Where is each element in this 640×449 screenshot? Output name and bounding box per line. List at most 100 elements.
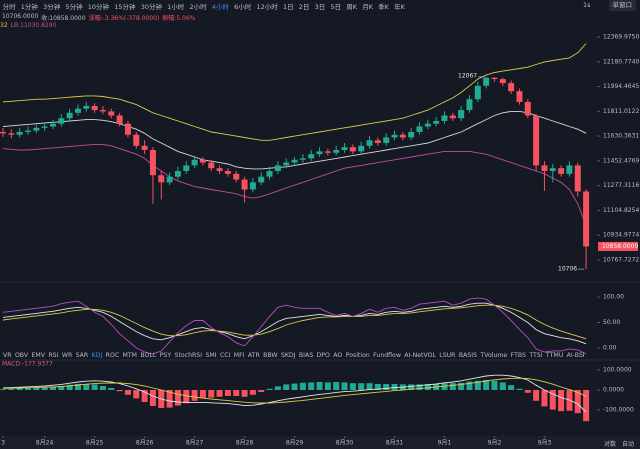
indicator-button[interactable]: OBV <box>14 352 29 359</box>
indicator-button[interactable]: BIAS <box>298 352 314 359</box>
interval-button[interactable]: 15分钟 <box>114 2 136 11</box>
candle-body <box>524 101 531 116</box>
indicator-button[interactable]: ROC <box>105 352 120 359</box>
candle-body <box>374 140 381 144</box>
macd-bar <box>291 383 298 390</box>
candle-body <box>433 120 440 124</box>
y-tick-label: 11104.8254 <box>603 207 639 214</box>
candle-body <box>566 165 573 174</box>
auto-mode[interactable]: 自动 <box>621 441 634 448</box>
interval-button[interactable]: 3日 <box>314 2 326 11</box>
interval-button[interactable]: 6小时 <box>234 2 252 11</box>
y-tick-label: 11452.4769 <box>603 157 639 164</box>
interval-button[interactable]: 2小时 <box>189 2 207 11</box>
macd-bar <box>83 384 90 390</box>
macd-bar <box>174 390 181 406</box>
macd-bar <box>199 390 206 399</box>
macd-bar <box>516 388 523 390</box>
candle-body <box>199 159 206 163</box>
candle-body <box>16 131 23 135</box>
interval-button[interactable]: 12小时 <box>256 2 278 11</box>
boll-period: 32 <box>0 22 8 29</box>
candle-body <box>141 145 148 150</box>
interval-button[interactable]: 分时 <box>2 2 16 11</box>
indicator-button[interactable]: MTM <box>122 352 138 359</box>
x-tick-label: 9月2 <box>488 440 502 447</box>
candle-body <box>549 168 556 172</box>
refresh-rate[interactable]: 1s <box>582 1 591 9</box>
indicator-button[interactable]: RSI <box>48 352 59 359</box>
indicator-button[interactable]: FTBS <box>510 352 526 359</box>
interval-button[interactable]: 1小时 <box>167 2 185 11</box>
window-mode[interactable]: 单窗口 <box>608 0 636 11</box>
x-tick-label: 9月3 <box>538 440 552 447</box>
macd-bar <box>324 382 331 390</box>
candle-body <box>516 91 523 102</box>
macd-bar <box>341 382 348 390</box>
macd-bar <box>249 390 256 395</box>
indicator-button[interactable]: WR <box>61 352 73 359</box>
indicator-button[interactable]: SKDJ <box>280 352 296 359</box>
interval-button[interactable]: 3分钟 <box>43 2 61 11</box>
indicator-button[interactable]: Position <box>345 352 370 359</box>
indicator-button[interactable]: AO <box>333 352 343 359</box>
y-tick-label: 100.0000 <box>603 367 632 374</box>
log-mode[interactable]: 对数 <box>603 441 616 448</box>
interval-button[interactable]: 1日 <box>282 2 294 11</box>
indicator-button[interactable]: DPO <box>316 352 330 359</box>
indicator-button[interactable]: SMI <box>205 352 217 359</box>
interval-button[interactable]: 4小时 <box>211 2 229 11</box>
indicator-button[interactable]: Fundflow <box>373 352 401 359</box>
indicator-button[interactable]: MFI <box>233 352 245 359</box>
indicator-button[interactable]: AI-NetVOL <box>404 352 436 359</box>
indicator-button[interactable]: CCI <box>219 352 231 359</box>
macd-bar <box>499 382 506 390</box>
candle-body <box>583 191 590 247</box>
macd-bar <box>141 390 148 402</box>
interval-button[interactable]: 30分钟 <box>140 2 162 11</box>
indicator-button[interactable]: VR <box>3 352 12 359</box>
macd-bar <box>366 383 373 390</box>
candle-body <box>91 105 98 111</box>
macd-bar <box>308 382 315 390</box>
indicator-button[interactable]: StochRSI <box>174 352 203 359</box>
interval-button[interactable]: 5分钟 <box>65 2 83 11</box>
x-tick-label: 3 <box>1 440 5 447</box>
macd-bar <box>533 390 540 401</box>
indicator-button[interactable]: ATR <box>247 352 260 359</box>
indicator-button[interactable]: BOLL <box>140 352 157 359</box>
y-tick-label: 11811.0122 <box>603 108 639 115</box>
interval-button[interactable]: 季K <box>378 2 389 11</box>
indicator-button[interactable]: SAR <box>75 352 89 359</box>
macd-bar <box>8 388 15 390</box>
interval-button[interactable]: 5日 <box>330 2 342 11</box>
high-annotation: 12067 <box>458 72 477 79</box>
x-tick-label: 8月31 <box>386 440 404 447</box>
low-annotation: 10706 <box>558 266 577 273</box>
indicator-button[interactable]: EMV <box>31 352 45 359</box>
interval-button[interactable]: 2日 <box>298 2 310 11</box>
candle-body <box>508 83 515 92</box>
indicator-button[interactable]: LSUR <box>439 352 456 359</box>
indicator-button[interactable]: BASIS <box>458 352 478 359</box>
candle-body <box>216 168 223 172</box>
indicator-button[interactable]: TTMU <box>545 352 564 359</box>
candle-body <box>399 134 406 138</box>
interval-button[interactable]: 月K <box>362 2 373 11</box>
macd-bar <box>99 386 106 390</box>
indicator-button[interactable]: KDJ <box>91 352 103 359</box>
indicator-button[interactable]: TTSI <box>529 352 543 359</box>
interval-button[interactable]: 1分钟 <box>20 2 38 11</box>
indicator-button[interactable]: TVolume <box>480 352 508 359</box>
candle-body <box>8 133 15 135</box>
price-tag: 10858.0000 <box>602 243 638 250</box>
indicator-line <box>2 297 587 355</box>
indicator-button[interactable]: AI-BSI <box>566 352 585 359</box>
macd-bar <box>241 390 248 397</box>
interval-button[interactable]: 周K <box>346 2 358 11</box>
interval-button[interactable]: 10分钟 <box>87 2 110 11</box>
candle-body <box>124 123 131 135</box>
interval-button[interactable]: 年K <box>394 2 405 11</box>
indicator-button[interactable]: BBW <box>263 352 278 359</box>
indicator-button[interactable]: PSY <box>159 352 172 359</box>
